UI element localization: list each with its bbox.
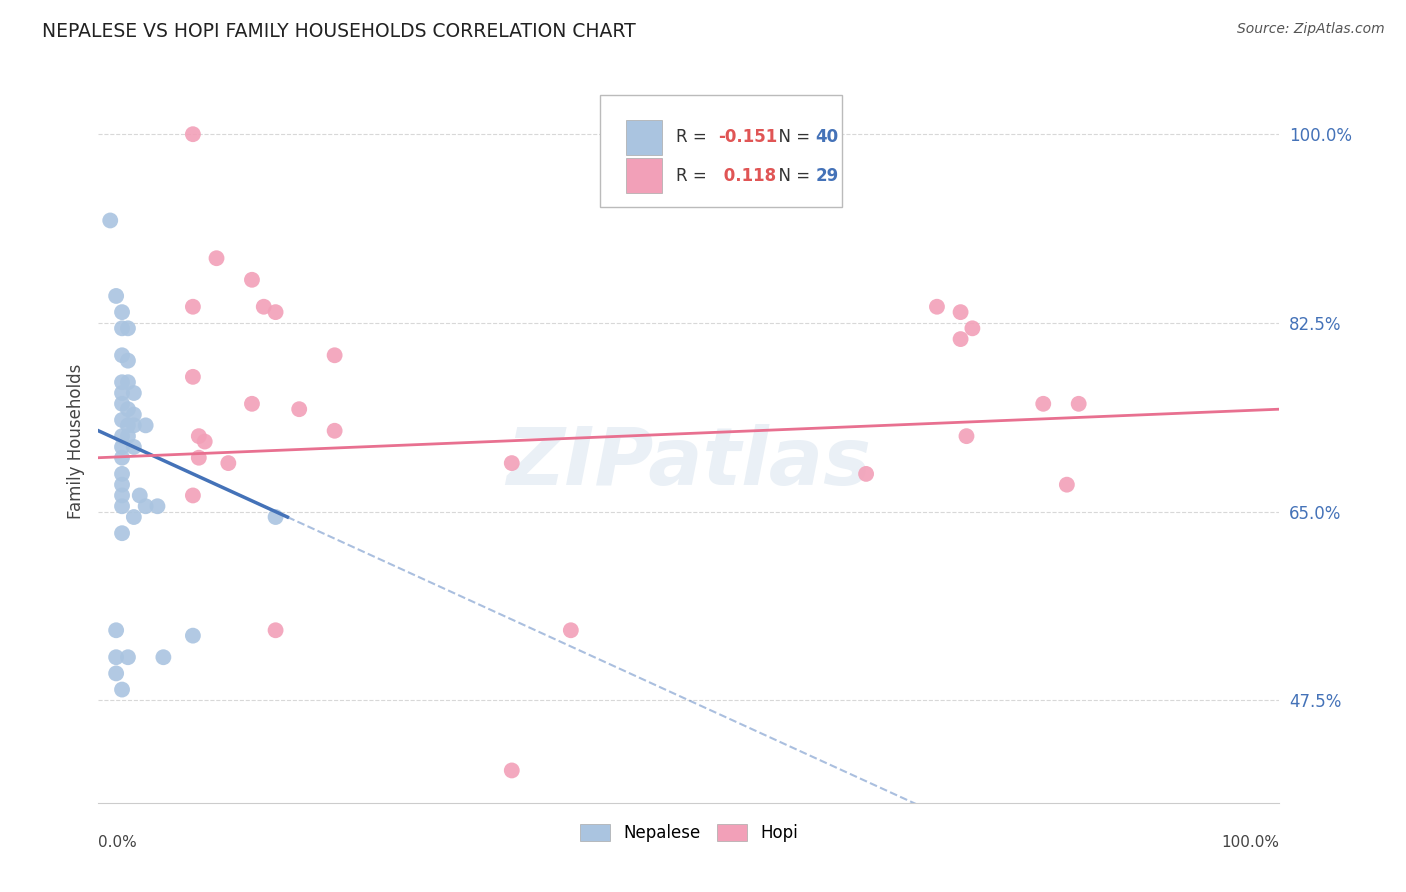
Point [117, 376, 139, 390]
Point [187, 429, 209, 443]
Point [122, 510, 145, 524]
Point [194, 434, 217, 449]
Point [187, 450, 209, 465]
Point [122, 418, 145, 433]
Point [323, 424, 346, 438]
Point [949, 332, 972, 346]
Point [111, 429, 134, 443]
Text: -0.151: -0.151 [718, 128, 778, 146]
Point [962, 321, 984, 335]
Point [1056, 477, 1078, 491]
Legend: Nepalese, Hopi: Nepalese, Hopi [574, 817, 804, 848]
Point [135, 418, 157, 433]
Point [105, 650, 128, 665]
Point [122, 408, 145, 422]
Point [240, 273, 263, 287]
Point [146, 500, 169, 514]
Point [117, 353, 139, 368]
Point [135, 500, 157, 514]
Point [105, 289, 128, 303]
Point [111, 413, 134, 427]
Point [181, 300, 204, 314]
Text: 40: 40 [815, 128, 838, 146]
Point [111, 488, 134, 502]
Point [117, 418, 139, 433]
Point [253, 300, 276, 314]
Point [111, 500, 134, 514]
Point [117, 429, 139, 443]
Point [264, 305, 287, 319]
Point [105, 624, 128, 638]
Y-axis label: Family Households: Family Households [66, 364, 84, 519]
Text: 0.118: 0.118 [718, 167, 776, 185]
Text: Source: ZipAtlas.com: Source: ZipAtlas.com [1237, 22, 1385, 37]
Point [111, 305, 134, 319]
Text: R =: R = [676, 128, 711, 146]
Point [111, 348, 134, 362]
Point [117, 402, 139, 417]
Point [1067, 397, 1090, 411]
Point [117, 321, 139, 335]
Point [111, 477, 134, 491]
Text: ZIPatlas: ZIPatlas [506, 425, 872, 502]
Point [323, 348, 346, 362]
Point [105, 666, 128, 681]
Point [128, 488, 150, 502]
Text: 0.0%: 0.0% [98, 835, 138, 850]
Text: 29: 29 [815, 167, 838, 185]
Point [117, 650, 139, 665]
FancyBboxPatch shape [626, 158, 662, 193]
Point [111, 450, 134, 465]
Point [181, 629, 204, 643]
Point [111, 397, 134, 411]
Text: R =: R = [676, 167, 711, 185]
Point [264, 510, 287, 524]
Point [111, 386, 134, 401]
FancyBboxPatch shape [600, 95, 842, 207]
Point [1032, 397, 1054, 411]
Text: N =: N = [768, 128, 815, 146]
Point [560, 624, 582, 638]
Point [925, 300, 948, 314]
Point [855, 467, 877, 481]
Text: 100.0%: 100.0% [1222, 835, 1279, 850]
Point [122, 440, 145, 454]
Point [949, 305, 972, 319]
Point [111, 526, 134, 541]
FancyBboxPatch shape [626, 120, 662, 154]
Point [111, 376, 134, 390]
Point [111, 321, 134, 335]
Point [181, 488, 204, 502]
Point [111, 682, 134, 697]
Point [240, 397, 263, 411]
Point [122, 386, 145, 401]
Point [111, 467, 134, 481]
Point [181, 369, 204, 384]
Point [288, 402, 311, 417]
Point [501, 764, 523, 778]
Point [98, 213, 121, 227]
Point [264, 624, 287, 638]
Point [955, 429, 977, 443]
Point [217, 456, 239, 470]
Point [111, 440, 134, 454]
Point [501, 456, 523, 470]
Point [181, 127, 204, 141]
Point [152, 650, 174, 665]
Text: NEPALESE VS HOPI FAMILY HOUSEHOLDS CORRELATION CHART: NEPALESE VS HOPI FAMILY HOUSEHOLDS CORRE… [42, 22, 636, 41]
Point [205, 251, 228, 265]
Text: N =: N = [768, 167, 815, 185]
